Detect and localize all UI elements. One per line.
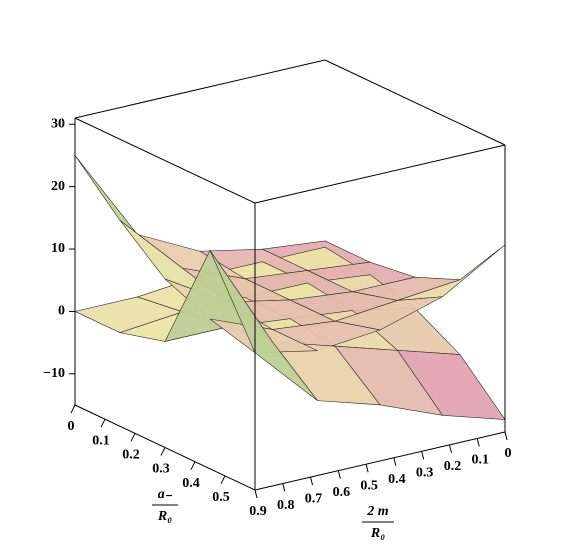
y-tick <box>421 451 425 460</box>
y-tick-label: 0.1 <box>471 453 489 468</box>
x-tick <box>190 461 196 470</box>
y-tick-label: 0.5 <box>360 478 378 493</box>
box-edge <box>254 144 506 204</box>
y-label-den: R₀ <box>370 526 385 541</box>
y-tick-label: 0.2 <box>444 459 462 474</box>
box-edge <box>74 59 326 119</box>
z-tick-label: 20 <box>51 179 65 194</box>
surfaces <box>74 155 506 420</box>
x-tick-label: 0.4 <box>182 476 200 491</box>
box-edge <box>324 59 506 146</box>
y-tick-label: 0.6 <box>333 485 351 500</box>
box-edge <box>254 431 506 491</box>
x-tick <box>100 418 106 428</box>
x-tick-label: 0.5 <box>212 490 230 505</box>
z-tick-label: 30 <box>51 116 65 131</box>
y-label-num: 2 m <box>366 504 389 519</box>
y-tick-label: 0 <box>505 446 512 461</box>
x-label-den: R₀ <box>157 509 172 524</box>
y-tick <box>448 444 452 454</box>
y-tick <box>365 464 369 473</box>
x-tick-label: 0.1 <box>92 433 110 448</box>
y-tick <box>393 457 397 466</box>
x-tick <box>160 447 166 456</box>
box-edge <box>74 117 256 204</box>
y-tick <box>310 476 314 486</box>
box <box>69 59 508 499</box>
x-tick-label: 0.2 <box>122 448 140 463</box>
y-tick-label: 0.4 <box>388 472 406 487</box>
x-tick <box>70 404 76 414</box>
x-tick-label: 0.3 <box>152 462 170 477</box>
x-tick <box>130 433 136 442</box>
y-tick-label: 0.8 <box>277 498 295 513</box>
y-tick <box>282 483 286 492</box>
z-tick-label: −10 <box>43 366 65 381</box>
z-tick-label: 0 <box>58 304 65 319</box>
z-tick-label: 10 <box>51 241 65 256</box>
y-tick <box>337 470 341 479</box>
x-tick-label: 0 <box>68 419 75 434</box>
y-tick-label: 0.7 <box>305 491 323 506</box>
y-tick <box>254 489 258 499</box>
x-tick <box>220 475 226 485</box>
y-tick-label: 0.3 <box>416 466 434 481</box>
y-tick-label: 0.9 <box>249 504 267 519</box>
y-tick <box>476 438 480 447</box>
x-label-num: a₋ <box>158 487 173 502</box>
y-tick <box>504 431 508 441</box>
